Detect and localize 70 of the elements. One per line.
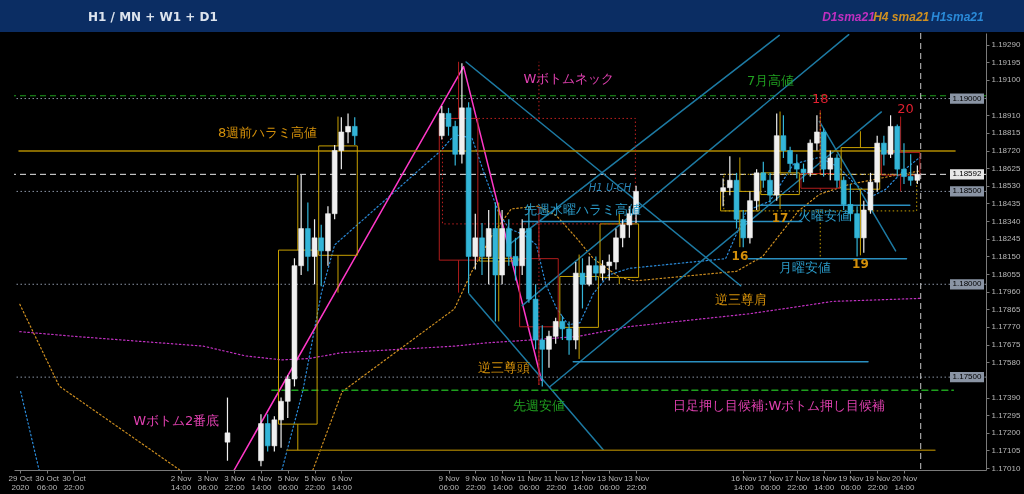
x-tick-label: 4 Nov 14:00	[251, 473, 273, 492]
x-tick-label: 18 Nov 14:00	[811, 473, 837, 492]
text: H1sma21	[930, 10, 984, 24]
annotation: 18	[811, 91, 829, 107]
annotation: Wボトム2番底	[133, 413, 220, 429]
x-tick-label: 13 Nov 22:00	[623, 473, 650, 492]
annotation: 7月高値	[746, 72, 795, 88]
x-tick-label: 5 Nov 22:00	[304, 473, 326, 492]
x-tick-label: 16 Nov 14:00	[731, 473, 757, 492]
y-tick-label: 1.19195	[991, 57, 1021, 67]
y-tick-label: 1.17105	[991, 446, 1021, 455]
annotation: 月曜安値	[778, 260, 831, 276]
ref-line-label: 1.19000	[952, 93, 983, 103]
text: H4 sma21	[873, 10, 930, 24]
x-tick-label: 10 Nov 14:00	[489, 473, 516, 492]
x-tick-label: 3 Nov 06:00	[197, 473, 219, 492]
x-tick-label: 6 Nov 14:00	[331, 473, 353, 492]
x-tick-label: 19 Nov 22:00	[865, 473, 891, 492]
y-tick-label: 1.17865	[991, 304, 1021, 314]
y-tick-label: 1.17960	[991, 287, 1021, 297]
annotation: Wボトムネック	[523, 70, 615, 86]
x-tick-label: 2 Nov 14:00	[170, 473, 192, 492]
annotation: 日足押し目候補:Wボトム押し目候補	[673, 397, 886, 413]
ref-line-label: 1.18000	[952, 279, 983, 289]
y-tick-label: 1.18150	[991, 251, 1021, 261]
x-tick-label: 30 Oct 06:00	[35, 473, 60, 492]
y-tick-label: 1.18340	[991, 216, 1021, 226]
y-tick-label: 1.19290	[991, 40, 1021, 50]
x-tick-label: 9 Nov 22:00	[465, 473, 487, 492]
x-tick-label: 11 Nov 06:00	[517, 473, 542, 492]
annotation: 先週安値	[513, 397, 566, 413]
ref-line-label: 1.17500	[952, 372, 983, 382]
y-tick-label: 1.17675	[991, 340, 1021, 350]
x-tick-label: 20 Nov 14:00	[891, 473, 918, 492]
annotation: 逆三尊頭	[477, 359, 530, 375]
x-tick-label: 11 Nov 22:00	[543, 473, 569, 492]
y-tick-label: 1.18720	[991, 146, 1021, 156]
annotation: 19	[852, 257, 869, 272]
x-tick-label: 19 Nov 06:00	[838, 473, 864, 492]
y-tick-label: 1.18245	[991, 234, 1021, 244]
y-tick-label: 1.17390	[991, 393, 1021, 403]
annotation: 逆三尊肩	[715, 292, 768, 308]
x-tick-label: 29 Oct 2020	[8, 473, 33, 492]
y-tick-label: 1.17770	[991, 322, 1021, 332]
chart-title: H1 / MN + W1 + D1	[88, 10, 218, 24]
annotation: 8週前ハラミ高値	[217, 124, 318, 140]
y-tick-label: 1.18530	[991, 181, 1021, 191]
x-tick-label: 12 Nov 14:00	[570, 473, 596, 492]
ref-line-label: 1.18592	[952, 169, 983, 179]
y-tick-label: 1.17580	[991, 357, 1021, 367]
y-tick-label: 1.19100	[991, 75, 1021, 85]
annotation: 20	[897, 101, 914, 117]
annotation: 16	[731, 249, 749, 264]
x-tick-label: 9 Nov 06:00	[438, 473, 460, 492]
x-tick-label: 5 Nov 06:00	[277, 473, 299, 492]
ref-line-label: 1.18500	[952, 186, 983, 196]
y-tick-label: 1.18435	[991, 198, 1021, 208]
y-tick-label: 1.17010	[991, 463, 1021, 473]
x-tick-label: 3 Nov 22:00	[224, 473, 246, 492]
y-tick-label: 1.17295	[991, 410, 1021, 420]
annotation: 火曜安値	[797, 208, 850, 224]
x-tick-label: 30 Oct 22:00	[62, 473, 87, 492]
x-tick-label: 17 Nov 06:00	[757, 473, 784, 492]
y-tick-label: 1.18910	[991, 110, 1021, 120]
x-tick-label: 17 Nov 22:00	[784, 473, 810, 492]
y-tick-label: 1.18055	[991, 269, 1021, 279]
y-tick-label: 1.18625	[991, 163, 1021, 173]
x-tick-label: 13 Nov 06:00	[597, 473, 623, 492]
y-tick-label: 1.17200	[991, 428, 1021, 438]
y-tick-label: 1.18815	[991, 128, 1021, 138]
